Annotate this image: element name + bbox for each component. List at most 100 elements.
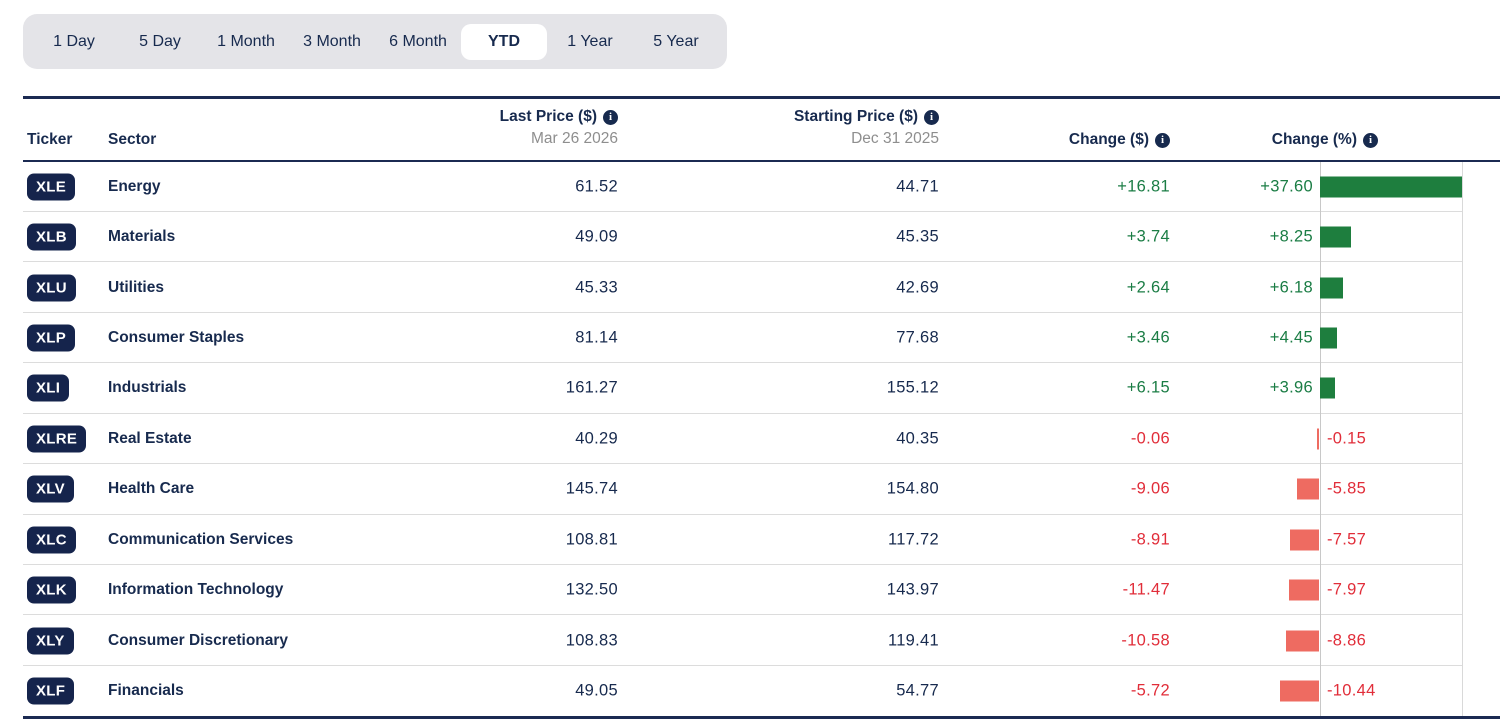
starting-price-value: 54.77 [896,681,939,700]
change-percent-value: +4.45 [1269,328,1313,347]
row-separator [23,463,1462,465]
info-icon[interactable]: i [603,110,618,125]
info-icon[interactable]: i [924,110,939,125]
row-separator [23,564,1462,565]
starting-price-value: 44.71 [896,177,939,196]
table-row: XLB Materials 49.09 45.35 +3.74 +8.25 [23,212,1500,263]
time-range-tabs: 1 Day 5 Day 1 Month 3 Month 6 Month YTD 1 Year… [23,14,727,69]
table-row: XLC Communication Services 108.81 117.72… [23,515,1500,565]
tab-1-month[interactable]: 1 Month [217,32,275,50]
change-percent-bar [1320,377,1335,399]
tab-6-month[interactable]: 6 Month [389,32,447,50]
change-percent-bar [1296,478,1319,500]
starting-price-value: 40.35 [896,429,939,448]
ticker-badge[interactable]: XLK [27,576,76,604]
ticker-badge[interactable]: XLC [27,526,76,554]
ticker-badge[interactable]: XLE [27,173,76,201]
ticker-badge[interactable]: XLRE [27,425,87,453]
tab-ytd[interactable]: YTD [461,23,547,60]
change-percent-value: -5.85 [1327,479,1367,498]
sector-name: Consumer Discretionary [108,631,289,649]
starting-price-value: 154.80 [886,479,939,498]
sector-name: Energy [108,177,161,195]
col-header-change-dollar-label: Change ($) [1068,130,1149,148]
change-dollar-value: +16.81 [1117,177,1170,196]
row-separator [23,362,1462,364]
change-dollar-value: -9.06 [1130,479,1170,498]
tab-5-year[interactable]: 5 Year [653,32,699,50]
col-subheader-last-price-date: Mar 26 2026 [530,130,618,147]
col-header-sector: Sector [108,130,157,148]
info-icon[interactable]: i [1155,132,1170,148]
col-header-change-dollar: Change ($) i [23,131,1170,149]
sector-table: Ticker Sector Last Price ($) i Mar 26 202… [23,96,1500,720]
starting-price-value: 117.72 [887,530,939,549]
last-price-value: 40.29 [575,429,618,448]
last-price-value: 108.83 [565,631,618,650]
change-percent-bar [1320,176,1462,198]
last-price-value: 108.81 [565,530,618,549]
table-row: XLU Utilities 45.33 42.69 +2.64 +6.18 [23,262,1500,313]
tab-1-year[interactable]: 1 Year [567,32,613,50]
col-header-last-price: Last Price ($) i Mar 26 2026 [23,108,618,148]
change-dollar-value: -10.58 [1121,631,1170,650]
ticker-badge[interactable]: XLY [27,627,74,655]
sector-name: Health Care [108,480,195,498]
change-dollar-value: -8.91 [1130,530,1170,549]
starting-price-value: 143.97 [886,580,939,599]
row-separator [23,261,1462,263]
col-header-last-price-label: Last Price ($) [499,108,597,125]
change-percent-value: +37.60 [1260,177,1313,196]
ticker-badge[interactable]: XLI [27,374,70,402]
col-header-change-percent: Change (%) i [23,131,1378,149]
starting-price-value: 42.69 [896,278,939,297]
change-dollar-value: +3.74 [1126,227,1170,246]
table-row: XLF Financials 49.05 54.77 -5.72 -10.44 [23,666,1500,716]
sector-name: Consumer Staples [108,329,245,347]
change-dollar-value: +2.64 [1126,278,1170,297]
change-percent-bar [1288,579,1319,601]
last-price-value: 49.05 [575,681,618,700]
ticker-badge[interactable]: XLP [27,324,76,352]
change-percent-bar [1320,327,1337,349]
col-header-starting-price-label: Starting Price ($) [793,108,918,125]
tab-5-day[interactable]: 5 Day [139,32,181,50]
change-dollar-value: +3.46 [1126,328,1170,347]
last-price-value: 45.33 [575,278,618,297]
info-icon[interactable]: i [1363,132,1378,148]
change-percent-bar [1317,428,1319,450]
change-percent-bar [1320,226,1352,248]
starting-price-value: 77.68 [896,328,939,347]
table-row: XLY Consumer Discretionary 108.83 119.41… [23,615,1500,666]
table-header: Ticker Sector Last Price ($) i Mar 26 202… [23,96,1500,162]
ticker-badge[interactable]: XLU [27,274,76,302]
change-percent-value: -7.57 [1327,530,1367,549]
starting-price-value: 119.41 [887,631,939,650]
change-percent-value: -0.15 [1327,429,1367,448]
last-price-value: 132.50 [565,580,618,599]
last-price-value: 145.74 [565,479,618,498]
table-row: XLK Information Technology 132.50 143.97… [23,565,1500,616]
sector-name: Materials [108,228,176,246]
col-header-change-percent-label: Change (%) [1271,130,1357,148]
tab-3-month[interactable]: 3 Month [303,32,361,50]
row-separator [23,664,1462,666]
change-percent-bar [1320,277,1344,299]
table-row: XLV Health Care 145.74 154.80 -9.06 -5.8… [23,464,1500,515]
ticker-badge[interactable]: XLF [27,677,75,705]
change-percent-value: +6.18 [1269,278,1313,297]
change-percent-value: +8.25 [1269,227,1313,246]
change-percent-bar [1290,529,1319,551]
sector-name: Real Estate [108,429,192,447]
last-price-value: 49.09 [575,227,618,246]
chart-zero-axis-line [1320,161,1321,717]
tab-1-day[interactable]: 1 Day [53,32,95,50]
ticker-badge[interactable]: XLV [27,475,74,503]
chart-right-boundary-line [1462,161,1463,717]
change-percent-bar [1279,680,1319,702]
ticker-badge[interactable]: XLB [27,223,76,251]
sector-name: Information Technology [108,581,284,599]
sector-name: Financials [108,682,184,700]
table-row: XLE Energy 61.52 44.71 +16.81 +37.60 [23,162,1500,212]
last-price-value: 161.27 [565,378,618,397]
